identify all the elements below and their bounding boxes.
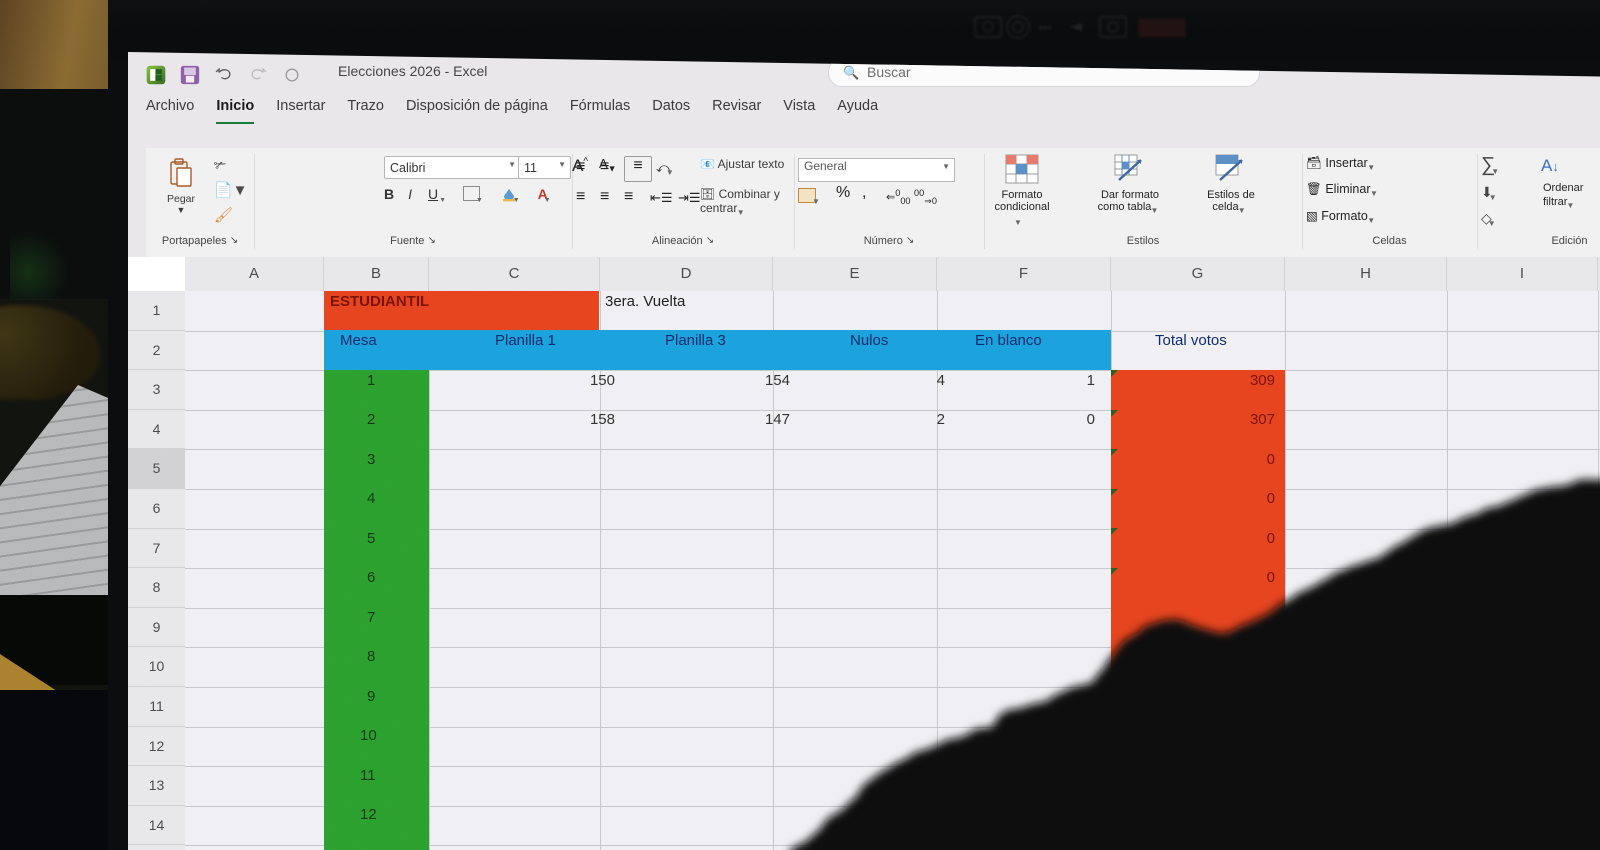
svg-text:•••: •••	[1038, 20, 1052, 35]
